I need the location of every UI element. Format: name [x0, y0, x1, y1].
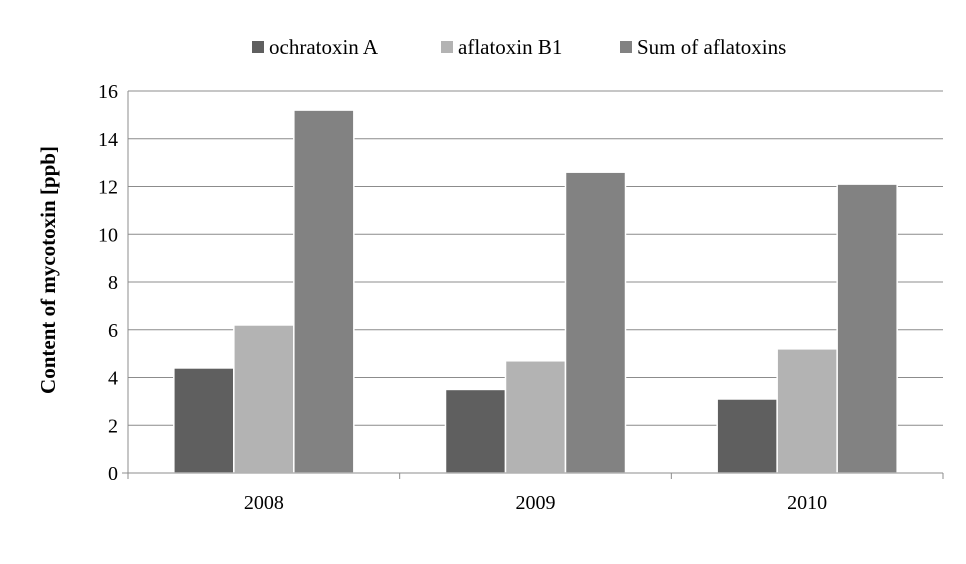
- y-tick-label: 2: [108, 415, 118, 437]
- x-axis: 2008 2009 2010: [122, 91, 944, 514]
- y-axis-label: Content of mycotoxin [ppb]: [36, 146, 60, 394]
- legend-label: Sum of aflatoxins: [637, 35, 786, 59]
- y-tick-label: 14: [98, 129, 118, 151]
- y-axis-ticks: 0 2 4 6 8 10 12 14 16: [98, 81, 118, 485]
- legend-swatch: [252, 41, 264, 53]
- bar-ochratoxin-a-2008: [173, 367, 235, 474]
- bar-ochratoxin-a-2010: [716, 398, 778, 474]
- y-tick-label: 8: [108, 272, 118, 294]
- legend: ochratoxin A aflatoxin B1 Sum of aflatoxin…: [252, 35, 786, 59]
- legend-label: aflatoxin B1: [458, 35, 562, 59]
- bar-aflatoxin-b1-2008: [233, 324, 295, 474]
- legend-swatch: [620, 41, 632, 53]
- bars: [173, 109, 898, 474]
- legend-label: ochratoxin A: [269, 35, 379, 59]
- bar-sum-of-aflatoxins-2010: [836, 183, 898, 474]
- legend-swatch: [441, 41, 453, 53]
- y-tick-label: 10: [98, 224, 118, 246]
- y-tick-label: 0: [108, 463, 118, 485]
- y-tick-label: 4: [108, 368, 118, 390]
- bar-sum-of-aflatoxins-2009: [564, 171, 627, 474]
- bar-ochratoxin-a-2009: [444, 388, 507, 474]
- bar-sum-of-aflatoxins-2008: [293, 109, 355, 474]
- y-tick-label: 12: [98, 177, 118, 199]
- bar-aflatoxin-b1-2010: [776, 348, 838, 474]
- legend-item: ochratoxin A: [252, 35, 379, 59]
- y-tick-label: 16: [98, 81, 118, 103]
- x-tick-label: 2008: [244, 492, 284, 514]
- x-tick-label: 2009: [516, 492, 556, 514]
- bar-aflatoxin-b1-2009: [504, 360, 567, 474]
- x-tick-label: 2010: [787, 492, 827, 514]
- legend-item: Sum of aflatoxins: [620, 35, 786, 59]
- y-tick-label: 6: [108, 320, 118, 342]
- legend-item: aflatoxin B1: [441, 35, 562, 59]
